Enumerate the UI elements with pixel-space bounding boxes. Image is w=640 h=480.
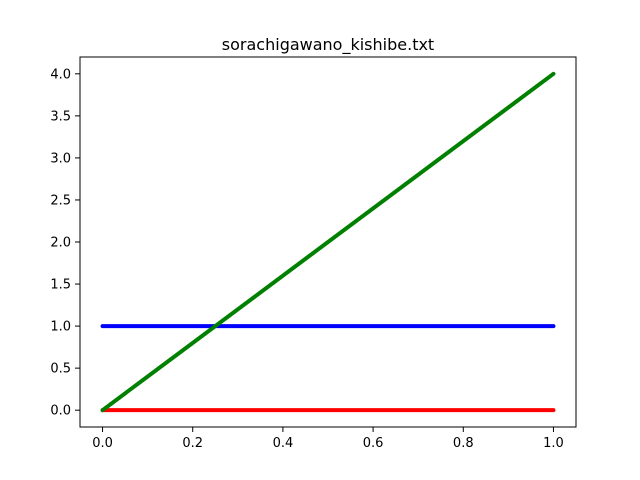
x-tick-label: 0.2 — [182, 436, 203, 451]
x-tick-label: 0.4 — [273, 436, 294, 451]
plot-area-frame — [79, 56, 577, 428]
y-axis: 0.0 0.5 1.0 1.5 2.0 2.5 3.0 3.5 4.0 — [50, 67, 80, 419]
y-tick-label: 2.0 — [50, 236, 71, 251]
chart-title: sorachigawano_kishibe.txt — [222, 35, 434, 55]
x-axis: 0.0 0.2 0.4 0.6 0.8 1.0 — [92, 427, 564, 451]
series-line-2 — [100, 71, 556, 413]
y-tick-label: 0.5 — [50, 362, 71, 377]
y-tick-label: 4.0 — [50, 67, 71, 82]
y-tick-label: 1.0 — [50, 320, 71, 335]
series-layer — [100, 71, 556, 413]
x-tick-label: 0.8 — [453, 436, 474, 451]
y-tick-label: 1.5 — [50, 278, 71, 293]
y-tick-label: 0.0 — [50, 404, 71, 419]
y-tick-label: 3.0 — [50, 151, 71, 166]
y-tick-label: 2.5 — [50, 193, 71, 208]
x-tick-label: 0.0 — [92, 436, 113, 451]
y-tick-label: 3.5 — [50, 109, 71, 124]
x-tick-label: 0.6 — [363, 436, 384, 451]
x-tick-label: 1.0 — [543, 436, 564, 451]
